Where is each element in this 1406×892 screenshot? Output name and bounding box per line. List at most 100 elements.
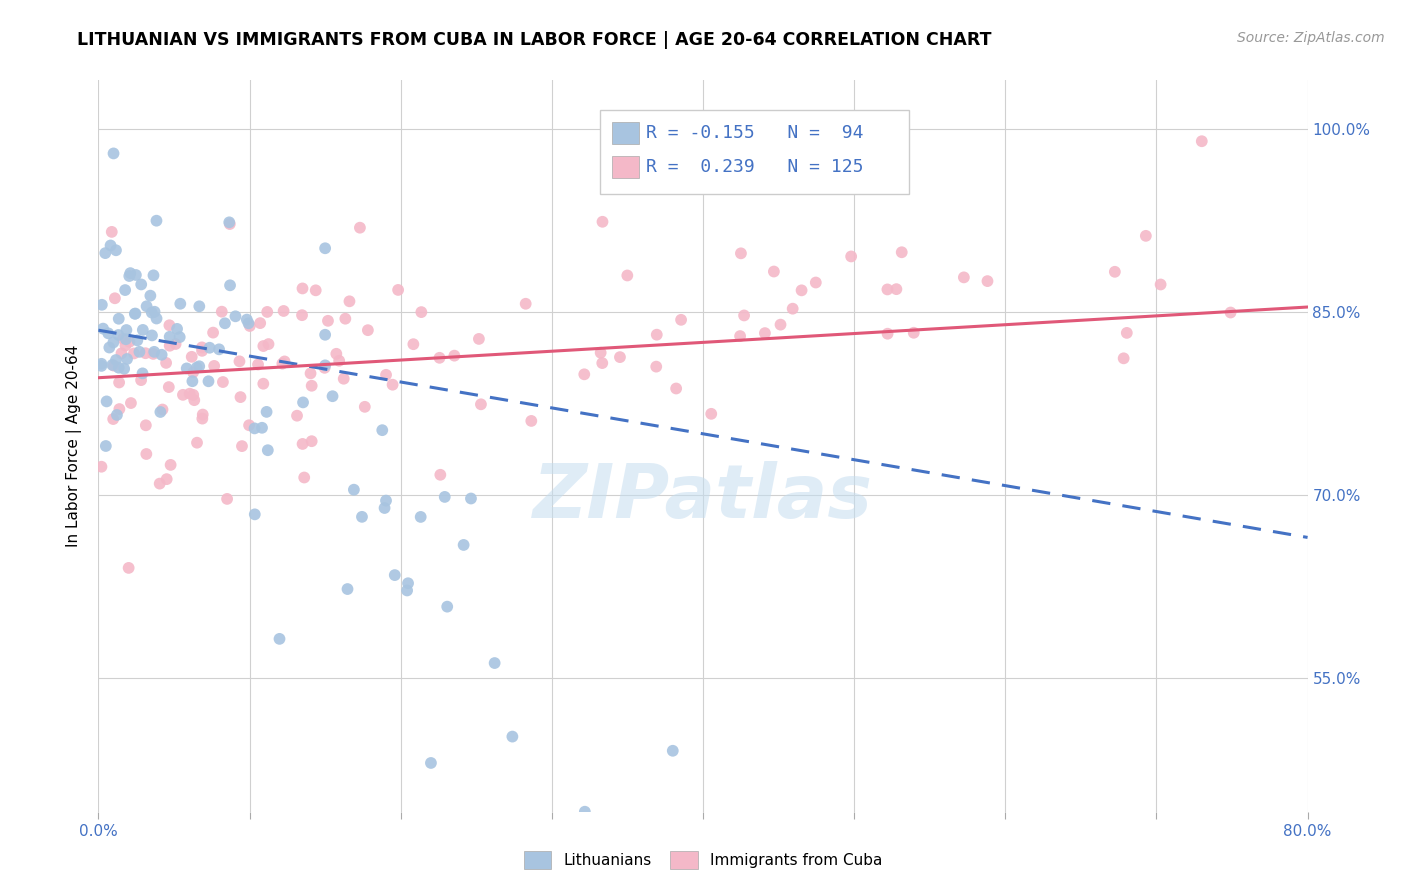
Point <box>589 345 612 359</box>
Point <box>135 299 157 313</box>
Point <box>132 323 155 337</box>
Point <box>256 305 278 319</box>
Point <box>100 225 122 239</box>
Point <box>305 283 328 297</box>
Point <box>135 447 157 461</box>
Point <box>433 490 456 504</box>
Point <box>484 656 506 670</box>
Text: LITHUANIAN VS IMMIGRANTS FROM CUBA IN LABOR FORCE | AGE 20-64 CORRELATION CHART: LITHUANIAN VS IMMIGRANTS FROM CUBA IN LA… <box>77 31 991 49</box>
Point <box>149 476 172 491</box>
Point <box>120 266 142 280</box>
Point <box>429 351 451 365</box>
Point <box>384 568 406 582</box>
Point <box>212 375 235 389</box>
Point <box>90 298 112 312</box>
Point <box>115 323 138 337</box>
Point <box>292 395 315 409</box>
Point <box>179 386 201 401</box>
Point <box>104 244 127 258</box>
Point <box>202 359 225 373</box>
Point <box>250 421 273 435</box>
Point <box>314 241 336 255</box>
Y-axis label: In Labor Force | Age 20-64: In Labor Force | Age 20-64 <box>66 345 83 547</box>
Point <box>112 332 135 346</box>
Point <box>145 311 167 326</box>
Point <box>156 472 179 486</box>
Point <box>375 493 398 508</box>
Point <box>150 348 173 362</box>
Point <box>782 301 804 316</box>
Point <box>429 467 451 482</box>
Point <box>97 326 120 341</box>
Point <box>224 310 246 324</box>
Point <box>574 805 596 819</box>
Point <box>839 249 862 263</box>
Point <box>90 359 112 373</box>
Point <box>420 756 443 770</box>
Point <box>700 407 723 421</box>
Point <box>112 361 135 376</box>
Point <box>350 509 373 524</box>
Point <box>202 326 225 340</box>
Point <box>903 326 925 340</box>
Point <box>322 389 344 403</box>
Point <box>186 435 208 450</box>
Point <box>335 311 357 326</box>
Point <box>316 314 339 328</box>
Point <box>96 394 118 409</box>
Point <box>141 328 163 343</box>
Point <box>149 405 172 419</box>
Bar <box>600 110 908 194</box>
Point <box>104 353 127 368</box>
Point <box>103 412 125 426</box>
Point <box>790 283 813 297</box>
Point <box>292 470 315 484</box>
Point <box>108 376 131 390</box>
Point <box>169 297 191 311</box>
Point <box>236 312 259 326</box>
Point <box>166 322 188 336</box>
Legend: Lithuanians, Immigrants from Cuba: Lithuanians, Immigrants from Cuba <box>517 845 889 875</box>
Point <box>159 330 181 344</box>
Point <box>103 359 125 373</box>
Point <box>188 359 211 374</box>
Point <box>436 599 458 614</box>
Point <box>645 359 668 374</box>
Point <box>125 268 148 282</box>
Bar <box>613 155 638 178</box>
Point <box>661 744 683 758</box>
Point <box>515 297 537 311</box>
Point <box>107 311 129 326</box>
Point <box>239 318 262 333</box>
Text: R = -0.155   N =  94: R = -0.155 N = 94 <box>647 124 863 142</box>
Bar <box>613 122 638 144</box>
Point <box>165 337 187 351</box>
Point <box>143 344 166 359</box>
Point <box>108 402 131 417</box>
Point <box>91 321 114 335</box>
Point <box>157 318 180 333</box>
Text: R =  0.239   N = 125: R = 0.239 N = 125 <box>647 158 863 176</box>
Point <box>188 299 211 313</box>
Point <box>468 332 491 346</box>
Point <box>191 411 214 425</box>
Point <box>110 346 132 360</box>
Point <box>411 305 433 319</box>
Point <box>159 339 181 353</box>
Point <box>129 277 152 292</box>
Point <box>191 343 214 358</box>
Point <box>470 397 492 411</box>
Point <box>131 367 153 381</box>
Point <box>181 374 204 388</box>
Point <box>976 274 998 288</box>
Point <box>238 316 260 330</box>
Point <box>314 360 336 375</box>
Point <box>94 439 117 453</box>
Point <box>139 288 162 302</box>
Point <box>191 340 214 354</box>
Point <box>285 409 308 423</box>
Point <box>115 351 138 366</box>
Point <box>219 278 242 293</box>
Point <box>120 396 142 410</box>
Point <box>645 327 668 342</box>
